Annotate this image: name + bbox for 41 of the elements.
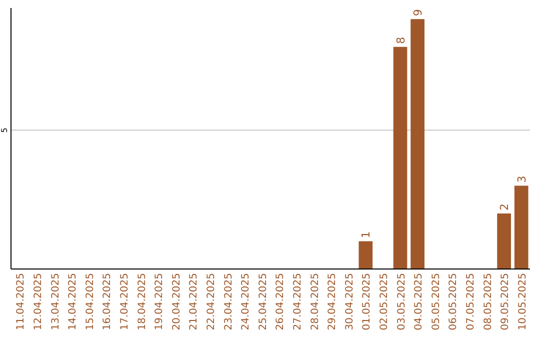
x-tick-label: 17.04.2025 (119, 273, 130, 330)
x-tick-label: 01.05.2025 (362, 273, 373, 330)
x-tick-label: 20.04.2025 (171, 273, 182, 330)
x-tick-label: 25.04.2025 (258, 273, 269, 330)
bar (393, 46, 408, 269)
x-tick-label: 14.04.2025 (68, 273, 79, 330)
y-tick-label: 5 (0, 128, 9, 133)
x-tick-label: 12.04.2025 (32, 273, 44, 330)
bar (358, 241, 373, 269)
x-tick-label: 18.04.2025 (136, 273, 148, 330)
data-label: 2 (498, 203, 512, 210)
x-tick-label: 21.04.2025 (188, 273, 200, 330)
x-tick-label: 26.04.2025 (275, 273, 286, 330)
x-tick-label: 10.05.2025 (517, 273, 528, 330)
bar (497, 213, 511, 269)
x-tick-label: 02.05.2025 (378, 273, 390, 330)
x-tick-label: 29.04.2025 (327, 273, 338, 330)
x-tick-label: 19.04.2025 (154, 273, 166, 330)
bar (514, 186, 528, 269)
x-tick-label: 04.05.2025 (414, 273, 425, 330)
data-label: 8 (394, 36, 408, 44)
x-tick-label: 07.05.2025 (465, 273, 476, 330)
data-label: 3 (515, 176, 528, 183)
data-label: 9 (412, 9, 425, 16)
x-tick-label: 09.05.2025 (500, 273, 512, 330)
x-tick-label: 27.04.2025 (292, 273, 304, 330)
x-tick-label: 23.04.2025 (223, 273, 234, 330)
x-tick-label: 28.04.2025 (310, 273, 321, 330)
data-label: 1 (360, 231, 373, 238)
x-tick-label: 22.04.2025 (206, 273, 217, 330)
x-tick-label: 08.05.2025 (482, 273, 494, 330)
x-tick-label: 15.04.2025 (84, 273, 96, 330)
bar (410, 19, 424, 269)
x-tick-label: 24.04.2025 (240, 273, 252, 330)
x-tick-label: 05.05.2025 (430, 273, 442, 330)
x-tick-label: 11.04.2025 (16, 273, 27, 330)
x-tick-label: 03.05.2025 (396, 273, 408, 330)
x-tick-label: 13.04.2025 (50, 273, 62, 330)
x-tick-label: 06.05.2025 (448, 273, 460, 330)
x-tick-label: 16.04.2025 (102, 273, 114, 330)
x-tick-label: 30.04.2025 (344, 273, 356, 330)
